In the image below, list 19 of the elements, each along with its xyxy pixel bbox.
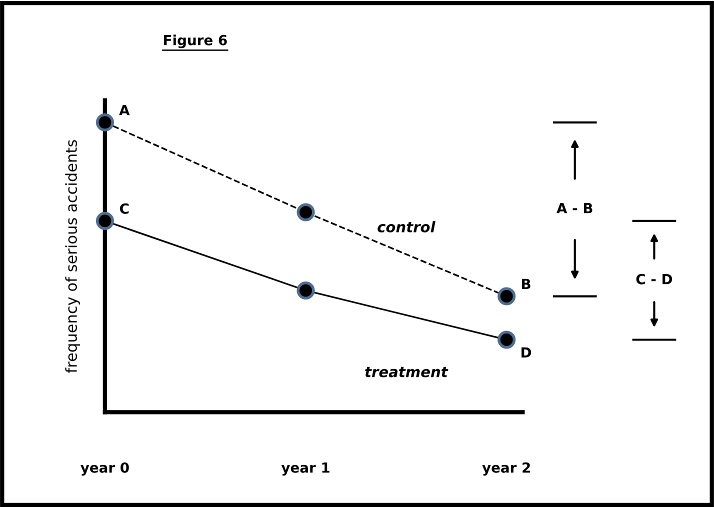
text: treatment [365,366,448,378]
point [498,287,516,306]
series-label: control [378,221,436,232]
point [498,330,516,349]
text: A - B [556,203,592,214]
annotation: B [522,278,530,289]
point [296,281,315,300]
y-axis-title: frequency of serious accidents [65,140,80,373]
annotation: C [120,203,129,214]
annotation: A [119,105,130,116]
x-tick-label: year 2 [482,462,530,476]
x-tick-label: year 0 [80,462,129,476]
text: C - D [636,274,672,284]
x-tick-label: year 1 [281,462,330,476]
point [96,113,114,132]
point [96,212,114,230]
point [296,203,315,222]
annotation: D [522,347,532,358]
chart-title: Figure 6 [164,34,227,48]
